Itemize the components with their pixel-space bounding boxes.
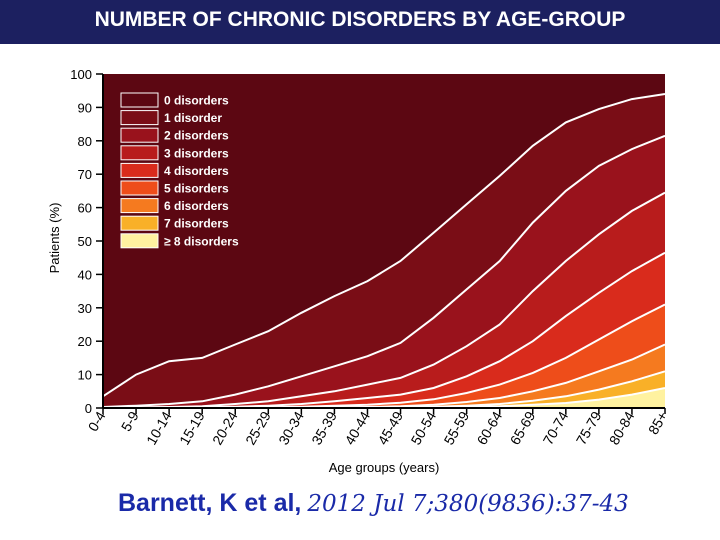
x-tick-label: 20-24	[209, 408, 241, 447]
y-tick-label: 70	[78, 167, 92, 182]
boundary-line-1	[102, 134, 666, 408]
x-tick-label: 45-49	[374, 408, 406, 447]
y-tick-label: 50	[78, 234, 92, 249]
legend-label: 7 disorders	[164, 217, 229, 231]
legend-label: 3 disorders	[164, 146, 229, 160]
x-tick-label: 55-59	[440, 408, 472, 447]
y-tick-label: 30	[78, 301, 92, 316]
y-tick-label: 100	[70, 67, 92, 82]
legend-swatch	[120, 162, 159, 178]
y-tick-label: 20	[78, 334, 92, 349]
legend-label: 4 disorders	[164, 164, 229, 178]
legend-label: ≥ 8 disorders	[164, 234, 239, 248]
y-tick-label: 40	[78, 267, 92, 282]
x-ticks: 0-4 5-9 10-14 15-19 20-24 25-29 30-34 35-39 40-4…	[85, 408, 671, 448]
legend-swatch	[120, 145, 159, 161]
area-layer-5	[103, 304, 665, 408]
area-layer-1	[103, 94, 665, 407]
x-tick-label: 60-64	[474, 408, 506, 447]
x-axis-label: Age groups (years)	[329, 460, 440, 475]
x-tick-label: 15-19	[176, 408, 208, 447]
legend-swatch	[120, 180, 159, 196]
area-layer-4	[103, 252, 665, 408]
x-tick-label: 65-69	[507, 408, 539, 447]
citation-author: Barnett, K et al,	[118, 489, 302, 517]
citation-reference: 2012 Jul 7;380(9836):37-43	[307, 491, 629, 517]
legend-label: 1 disorder	[164, 111, 222, 125]
x-tick-label: 70-74	[540, 408, 572, 447]
boundary-line-0	[102, 93, 666, 398]
x-tick-label: 80-84	[606, 408, 638, 447]
legend-label: 5 disorders	[164, 182, 229, 196]
x-tick-label: 5-9	[118, 408, 142, 434]
citation: Barnett, K et al, 2012 Jul 7;380(9836):37…	[118, 489, 629, 518]
legend-swatch	[120, 127, 159, 143]
y-ticks: 0 10 20 30 40 50 60 70 80 90 100	[70, 67, 103, 416]
x-tick-label: 25-29	[242, 408, 274, 447]
legend-swatch	[120, 110, 159, 126]
x-tick-label: 50-54	[407, 408, 439, 447]
legend-label: 0 disorders	[164, 94, 229, 108]
legend-label: 6 disorders	[164, 199, 229, 213]
x-tick-label: 35-39	[308, 408, 340, 447]
legend: 0 disorders 1 disorder 2 disorders 3 disord…	[120, 92, 239, 249]
x-tick-label: 40-44	[341, 408, 373, 447]
x-tick-label: 30-34	[275, 408, 307, 447]
area-layer-8	[103, 388, 665, 408]
y-axis-label: Patients (%)	[47, 203, 62, 274]
slide-title: NUMBER OF CHRONIC DISORDERS BY AGE-GROUP	[94, 8, 626, 31]
legend-swatch	[120, 198, 159, 214]
title-band	[0, 0, 720, 44]
x-tick-label: 85+	[645, 409, 671, 438]
area-layer-0	[103, 74, 665, 397]
legend-label: 2 disorders	[164, 129, 229, 143]
y-tick-label: 80	[78, 134, 92, 149]
area-layer-3	[103, 192, 665, 408]
legend-swatch	[120, 92, 159, 108]
y-tick-label: 10	[78, 368, 92, 383]
x-tick-label: 75-79	[573, 408, 605, 447]
y-tick-label: 0	[85, 401, 92, 416]
stacked-area-chart: 0 10 20 30 40 50 60 70 80 90 100 0-4 5-9 10-14 15-19 2…	[47, 67, 671, 475]
y-tick-label: 90	[78, 100, 92, 115]
y-tick-label: 60	[78, 201, 92, 216]
legend-swatch	[120, 233, 159, 249]
x-tick-label: 10-14	[143, 408, 175, 447]
legend-swatch	[120, 215, 159, 231]
